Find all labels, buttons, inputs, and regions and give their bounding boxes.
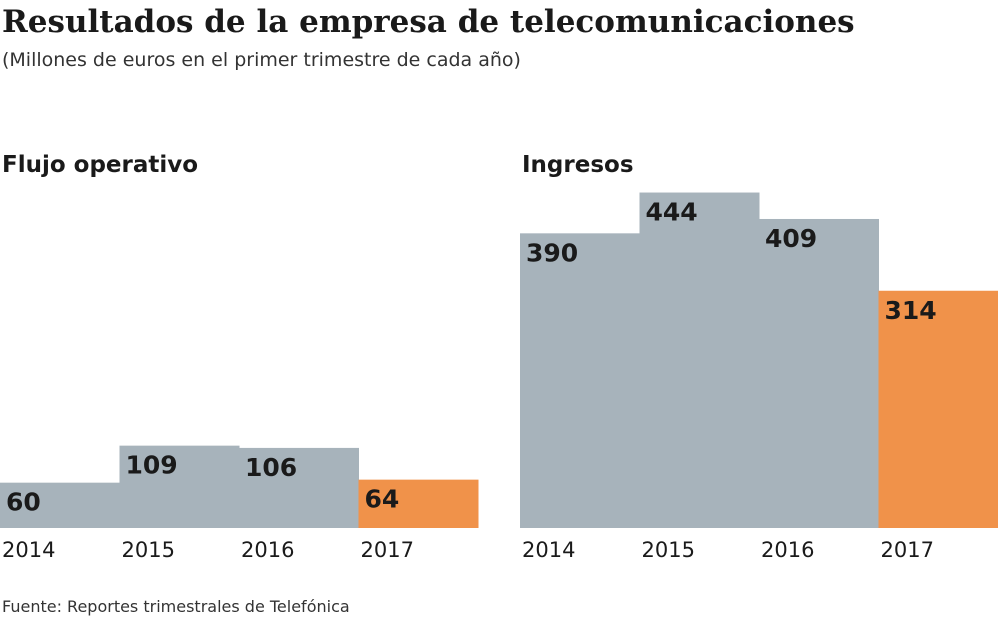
value-label: 314 [885, 296, 937, 325]
bar [759, 218, 879, 528]
bar [520, 233, 640, 529]
value-label: 109 [126, 451, 178, 480]
x-tick-label: 2016 [761, 538, 814, 562]
source-note: Fuente: Reportes trimestrales de Telefón… [2, 597, 350, 616]
value-label: 390 [526, 238, 578, 267]
bar [0, 482, 120, 528]
x-tick-label: 2014 [2, 538, 55, 562]
value-label: 409 [765, 224, 817, 253]
panel-title: Ingresos [522, 152, 634, 178]
x-tick-label: 2017 [881, 538, 934, 562]
value-label: 106 [245, 453, 297, 482]
bar [119, 445, 240, 528]
value-label: 60 [6, 488, 41, 517]
panel-title: Flujo operativo [2, 152, 198, 178]
value-label: 64 [365, 485, 400, 514]
value-label: 444 [646, 198, 698, 227]
bar [358, 479, 479, 528]
x-tick-label: 2015 [642, 538, 695, 562]
x-tick-label: 2014 [522, 538, 575, 562]
bar [878, 290, 998, 528]
bar [239, 447, 359, 528]
bar [639, 192, 760, 529]
x-tick-label: 2016 [241, 538, 294, 562]
chart-title: Resultados de la empresa de telecomunica… [2, 4, 855, 40]
x-tick-label: 2017 [361, 538, 414, 562]
x-tick-label: 2015 [122, 538, 175, 562]
chart-subtitle: (Millones de euros en el primer trimestr… [2, 49, 521, 71]
